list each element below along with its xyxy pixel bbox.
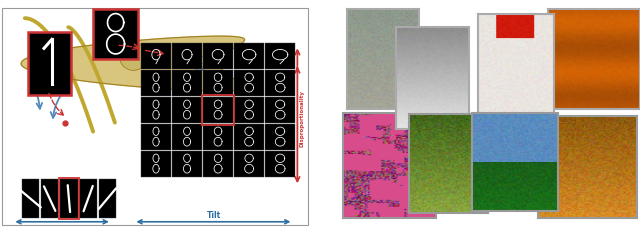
Bar — [234, 97, 264, 123]
Bar — [172, 43, 202, 69]
Bar — [141, 151, 171, 177]
Bar — [202, 95, 234, 125]
Bar — [93, 9, 138, 59]
Bar — [141, 70, 171, 96]
Bar — [28, 32, 72, 95]
Bar — [172, 70, 202, 96]
Text: Disproportionality: Disproportionality — [300, 89, 305, 147]
Bar — [266, 151, 295, 177]
Bar — [79, 179, 97, 218]
Bar — [41, 179, 58, 218]
Bar — [172, 151, 202, 177]
Bar — [204, 70, 233, 96]
Bar — [204, 43, 233, 69]
Bar — [266, 97, 295, 123]
Bar — [234, 43, 264, 69]
Bar — [204, 124, 233, 150]
Polygon shape — [21, 36, 244, 91]
Bar — [141, 97, 171, 123]
Bar — [141, 43, 171, 69]
Bar — [204, 97, 233, 123]
Bar — [141, 124, 171, 150]
Bar — [266, 124, 295, 150]
Bar — [172, 124, 202, 150]
Bar — [234, 151, 264, 177]
Bar — [60, 179, 77, 218]
Bar — [204, 151, 233, 177]
Bar — [266, 70, 295, 96]
Bar — [99, 179, 116, 218]
Text: Tilt: Tilt — [55, 211, 69, 220]
Bar — [172, 97, 202, 123]
Bar — [234, 124, 264, 150]
Bar — [234, 70, 264, 96]
Bar — [266, 43, 295, 69]
Bar — [22, 179, 39, 218]
Ellipse shape — [120, 43, 147, 70]
Text: Tilt: Tilt — [207, 211, 221, 220]
Bar — [59, 178, 79, 220]
